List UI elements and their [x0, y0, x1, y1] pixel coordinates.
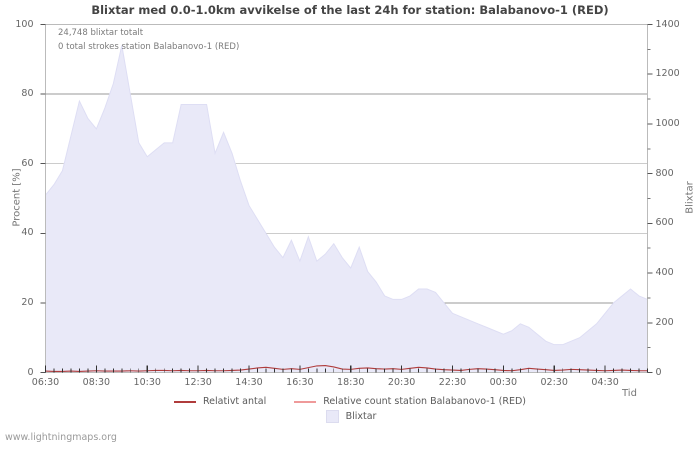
x-tick-label: 22:30 — [438, 376, 467, 388]
x-tick-label: 18:30 — [337, 376, 365, 388]
y-tick-label-right: 0 — [655, 366, 662, 378]
legend-area-swatch-icon — [325, 410, 339, 423]
y-tick-label-right: 1200 — [655, 68, 680, 80]
x-tick-label: 00:30 — [489, 376, 518, 388]
x-axis-label: Tid — [622, 388, 637, 399]
y-tick-label-left: 40 — [21, 227, 34, 239]
y-tick-label-right: 200 — [655, 316, 674, 328]
x-tick-label: 04:30 — [591, 376, 619, 388]
y-tick-label-left: 20 — [21, 296, 34, 308]
y-tick-label-right: 1400 — [655, 18, 680, 30]
legend-item-relative-count-station[interactable]: Relative count station Balabanovo-1 (RED… — [294, 396, 526, 407]
x-tick-label: 20:30 — [387, 376, 416, 388]
legend-line-swatch-icon — [173, 400, 196, 403]
y-tick-label-right: 800 — [655, 167, 674, 179]
y-tick-label-right: 1000 — [655, 117, 680, 129]
legend-label: Relativt antal — [202, 396, 267, 407]
axis-ticks — [40, 24, 653, 373]
legend-label: Relative count station Balabanovo-1 (RED… — [323, 396, 527, 407]
y-tick-label-left: 80 — [21, 88, 34, 100]
annotation-station-strokes: 0 total strokes station Balabanovo-1 (RE… — [58, 42, 240, 52]
x-tick-label: 14:30 — [235, 376, 263, 388]
legend-label: Blixtar — [345, 411, 377, 422]
legend-item-relativt-antal[interactable]: Relativt antal — [173, 396, 267, 407]
legend-item-blixtar[interactable]: Blixtar — [324, 410, 377, 423]
x-tick-label: 06:30 — [31, 376, 60, 388]
x-tick-label: 02:30 — [540, 376, 568, 388]
y-tick-label-right: 600 — [655, 217, 674, 229]
x-tick-label: 16:30 — [286, 376, 314, 388]
y-tick-label-left: 100 — [15, 18, 34, 30]
y-tick-label-left: 0 — [27, 366, 34, 378]
chart-legend: Relativt antal Relative count station Ba… — [0, 396, 700, 423]
legend-line-swatch-icon — [294, 400, 317, 403]
y-axis-label-left: Procent [%] — [11, 168, 23, 227]
y-tick-label-left: 60 — [21, 157, 34, 169]
source-watermark: www.lightningmaps.org — [5, 432, 117, 443]
annotation-total-strokes: 24,748 blixtar totalt — [58, 28, 144, 38]
x-tick-label: 10:30 — [133, 376, 161, 388]
page-title: Blixtar med 0.0-1.0km avvikelse of the l… — [91, 3, 609, 17]
y-tick-label-right: 400 — [655, 267, 674, 279]
x-tick-label: 08:30 — [82, 376, 111, 388]
area-series-blixtar — [45, 45, 648, 373]
x-tick-label: 12:30 — [184, 376, 212, 388]
